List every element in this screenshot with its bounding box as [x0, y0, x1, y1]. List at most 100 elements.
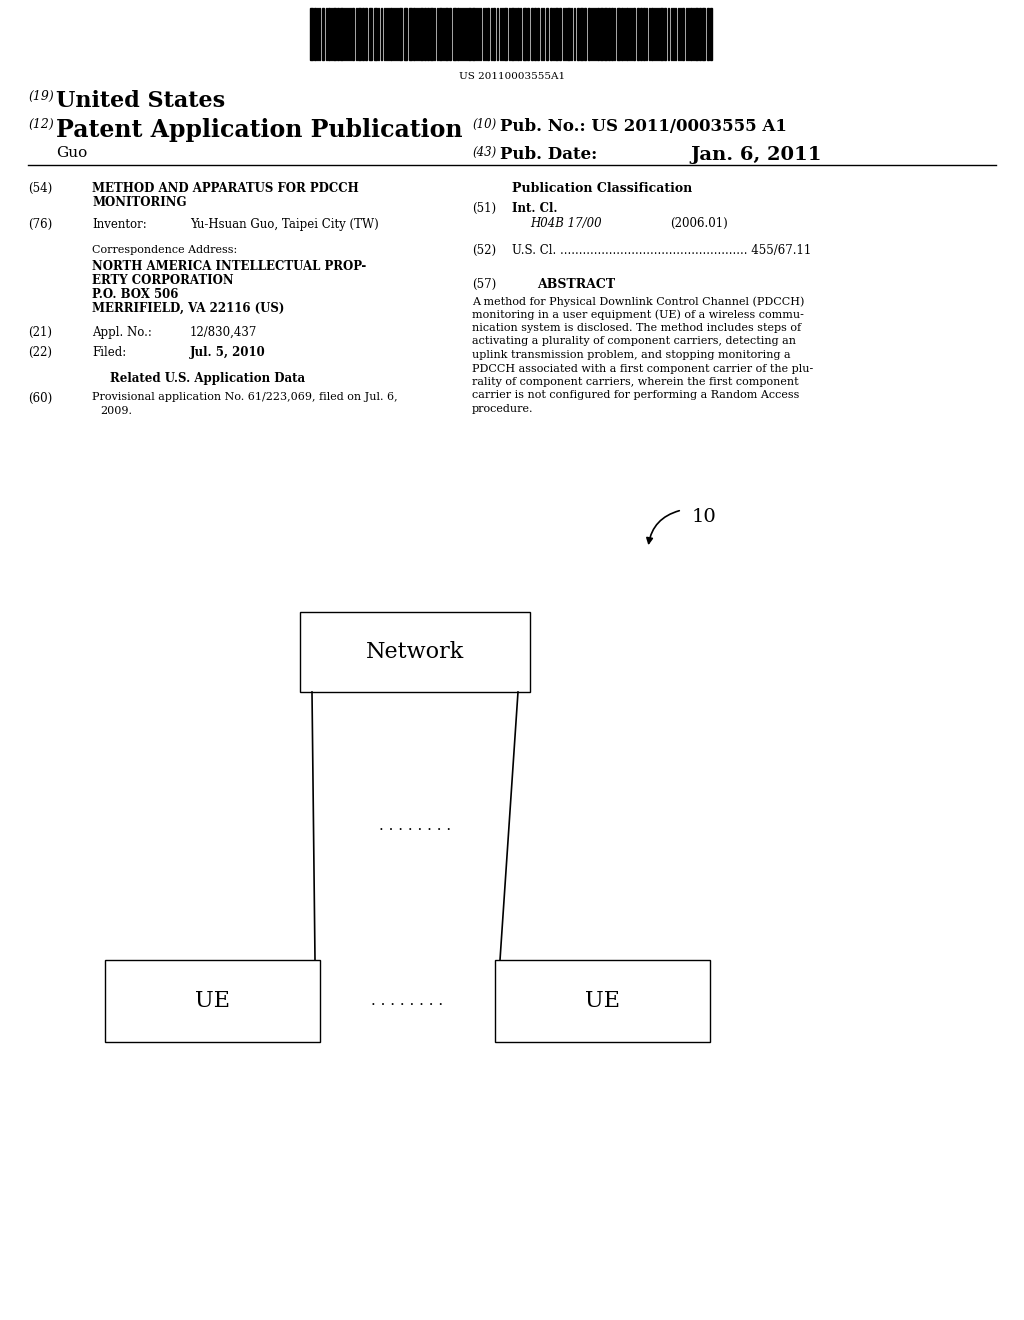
Bar	[517, 8, 519, 59]
Bar	[617, 8, 620, 59]
Text: (54): (54)	[28, 182, 52, 195]
Bar	[369, 8, 372, 59]
Text: (76): (76)	[28, 218, 52, 231]
Bar	[707, 8, 709, 59]
Bar	[559, 8, 561, 59]
Bar	[682, 8, 684, 59]
Bar	[445, 8, 449, 59]
Bar	[504, 8, 507, 59]
Text: carrier is not configured for performing a Random Access: carrier is not configured for performing…	[472, 391, 800, 400]
Text: Correspondence Address:: Correspondence Address:	[92, 246, 238, 255]
Bar	[588, 8, 590, 59]
Text: H04B 17/00: H04B 17/00	[530, 216, 602, 230]
Bar	[664, 8, 666, 59]
Text: Jan. 6, 2011: Jan. 6, 2011	[690, 147, 821, 164]
Text: METHOD AND APPARATUS FOR PDCCH: METHOD AND APPARATUS FOR PDCCH	[92, 182, 358, 195]
Bar	[427, 8, 429, 59]
Text: 12/830,437: 12/830,437	[190, 326, 257, 339]
Bar	[640, 8, 642, 59]
Text: Provisional application No. 61/223,069, filed on Jul. 6,: Provisional application No. 61/223,069, …	[92, 392, 397, 403]
Text: Guo: Guo	[56, 147, 87, 160]
Bar	[424, 8, 426, 59]
Bar	[651, 8, 653, 59]
Text: ABSTRACT: ABSTRACT	[537, 279, 615, 290]
Text: (21): (21)	[28, 326, 52, 339]
Text: (51): (51)	[472, 202, 496, 215]
Text: Yu-Hsuan Guo, Taipei City (TW): Yu-Hsuan Guo, Taipei City (TW)	[190, 218, 379, 231]
Bar	[310, 8, 313, 59]
Bar	[637, 8, 639, 59]
Bar	[660, 8, 663, 59]
Bar	[608, 8, 610, 59]
Bar	[430, 8, 433, 59]
Text: Inventor:: Inventor:	[92, 218, 146, 231]
Bar	[584, 8, 586, 59]
Bar	[531, 8, 534, 59]
Bar	[413, 8, 415, 59]
Text: P.O. BOX 506: P.O. BOX 506	[92, 288, 178, 301]
Bar	[472, 8, 475, 59]
Text: UE: UE	[585, 990, 620, 1012]
Bar	[495, 960, 710, 1041]
Bar	[404, 8, 407, 59]
Text: PDCCH associated with a first component carrier of the plu-: PDCCH associated with a first component …	[472, 363, 813, 374]
Text: 2009.: 2009.	[100, 407, 132, 416]
Text: Filed:: Filed:	[92, 346, 126, 359]
Bar	[626, 8, 628, 59]
Bar	[365, 8, 367, 59]
Text: (43): (43)	[472, 147, 497, 158]
Text: monitoring in a user equipment (UE) of a wireless commu-: monitoring in a user equipment (UE) of a…	[472, 309, 804, 319]
Text: (2006.01): (2006.01)	[670, 216, 728, 230]
Text: (19): (19)	[28, 90, 53, 103]
Bar	[643, 8, 645, 59]
Text: MONITORING: MONITORING	[92, 195, 186, 209]
Text: Publication Classification: Publication Classification	[512, 182, 692, 195]
Text: (60): (60)	[28, 392, 52, 405]
Text: Pub. Date:: Pub. Date:	[500, 147, 597, 162]
Bar	[449, 8, 451, 59]
Bar	[633, 8, 635, 59]
Bar	[328, 8, 330, 59]
Bar	[352, 8, 354, 59]
Bar	[358, 8, 361, 59]
Bar	[457, 8, 459, 59]
Bar	[537, 8, 539, 59]
Text: Int. Cl.: Int. Cl.	[512, 202, 557, 215]
Text: U.S. Cl. .................................................. 455/67.11: U.S. Cl. ...............................…	[512, 244, 811, 257]
Bar	[300, 612, 530, 692]
Bar	[611, 8, 613, 59]
Bar	[390, 8, 392, 59]
Bar	[690, 8, 692, 59]
Bar	[105, 960, 319, 1041]
Bar	[340, 8, 343, 59]
Bar	[420, 8, 423, 59]
Bar	[550, 8, 552, 59]
Bar	[710, 8, 712, 59]
Bar	[699, 8, 701, 59]
Text: (52): (52)	[472, 244, 496, 257]
Text: rality of component carriers, wherein the first component: rality of component carriers, wherein th…	[472, 378, 799, 387]
Text: . . . . . . . .: . . . . . . . .	[379, 818, 451, 833]
Bar	[337, 8, 339, 59]
Bar	[695, 8, 698, 59]
Bar	[555, 8, 558, 59]
Bar	[511, 8, 514, 59]
Bar	[399, 8, 402, 59]
Bar	[374, 8, 377, 59]
Bar	[702, 8, 705, 59]
Bar	[523, 8, 526, 59]
Text: United States: United States	[56, 90, 225, 112]
Bar	[362, 8, 364, 59]
Bar	[453, 8, 456, 59]
Text: 10: 10	[692, 508, 717, 525]
Text: UE: UE	[195, 990, 230, 1012]
Bar	[487, 8, 489, 59]
Bar	[580, 8, 583, 59]
Bar	[567, 8, 570, 59]
Bar	[600, 8, 603, 59]
Text: Pub. No.: US 2011/0003555 A1: Pub. No.: US 2011/0003555 A1	[500, 117, 786, 135]
Bar	[314, 8, 316, 59]
Text: (12): (12)	[28, 117, 53, 131]
Text: (10): (10)	[472, 117, 497, 131]
Text: . . . . . . . .: . . . . . . . .	[372, 994, 443, 1008]
